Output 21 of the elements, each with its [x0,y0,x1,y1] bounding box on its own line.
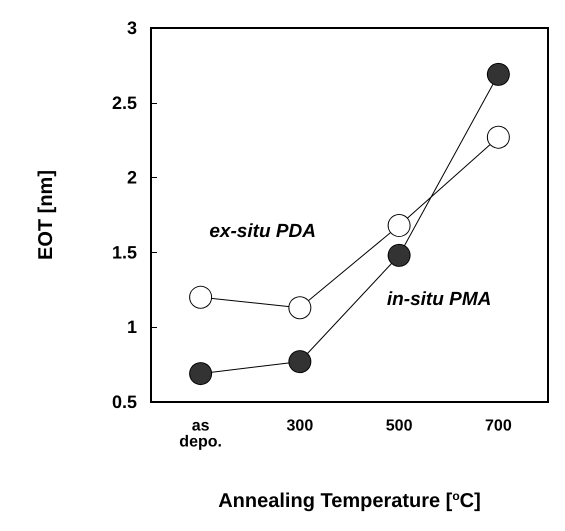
point [288,296,312,320]
y-axis-title: EOT [nm] [35,170,57,260]
point [189,286,212,309]
y-tick-label: 1.5 [112,242,137,262]
y-tick-label: 2 [126,168,137,188]
series-label: in-situ PMA [386,288,492,310]
x-tick-label: 700 [485,418,512,434]
y-tick-label: 2.5 [112,92,137,113]
x-tick-label: as depo. [179,418,222,450]
y-tick-label: 0.5 [112,392,137,412]
point [388,214,411,237]
point [189,362,212,386]
y-tick-label: 1 [126,317,137,338]
y-tick-label: 3 [126,18,137,38]
point [288,350,312,374]
text: ex-situ PDA [209,220,316,242]
point [486,126,510,149]
point [388,244,411,267]
point [486,62,510,86]
x-tick-label: 500 [386,418,413,434]
x-tick-label: 300 [286,418,314,434]
